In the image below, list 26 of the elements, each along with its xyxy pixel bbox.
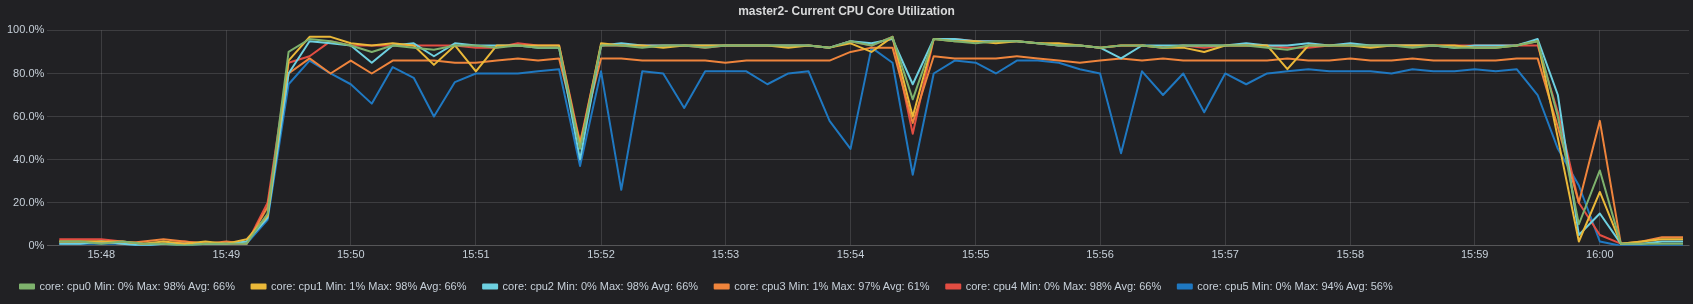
legend-label: core: cpu2 Min: 0% Max: 98% Avg: 66%	[502, 279, 699, 292]
y-tick-label: 0%	[28, 238, 45, 251]
chart-title: master2- Current CPU Core Utilization	[738, 3, 955, 18]
y-tick-label: 80.0%	[13, 66, 45, 79]
x-tick-label: 15:57	[1211, 248, 1239, 261]
legend-label: core: cpu5 Min: 0% Max: 94% Avg: 56%	[1197, 279, 1393, 292]
x-tick-label: 15:50	[337, 248, 365, 261]
legend-label: core: cpu3 Min: 1% Max: 97% Avg: 61%	[734, 279, 930, 292]
x-tick-label: 16:00	[1586, 248, 1614, 261]
legend-label: core: cpu0 Min: 0% Max: 98% Avg: 66%	[39, 279, 236, 292]
y-tick-label: 40.0%	[13, 152, 45, 165]
x-tick-label: 15:59	[1460, 248, 1489, 261]
y-tick-label: 20.0%	[13, 195, 45, 208]
y-tick-label: 100.0%	[7, 23, 45, 36]
x-tick-label: 15:54	[836, 248, 865, 261]
x-tick-label: 15:52	[587, 248, 615, 261]
x-tick-label: 15:55	[961, 248, 990, 261]
legend-label: core: cpu1 Min: 1% Max: 98% Avg: 66%	[271, 279, 467, 292]
y-tick-label: 60.0%	[13, 109, 45, 122]
x-tick-label: 15:48	[87, 248, 116, 261]
x-tick-label: 15:49	[212, 248, 241, 261]
x-tick-label: 15:56	[1086, 248, 1114, 261]
legend-label: core: cpu4 Min: 0% Max: 98% Avg: 66%	[965, 279, 1162, 292]
x-tick-label: 15:53	[711, 248, 740, 261]
x-tick-label: 15:51	[462, 248, 490, 261]
x-tick-label: 15:58	[1336, 248, 1365, 261]
